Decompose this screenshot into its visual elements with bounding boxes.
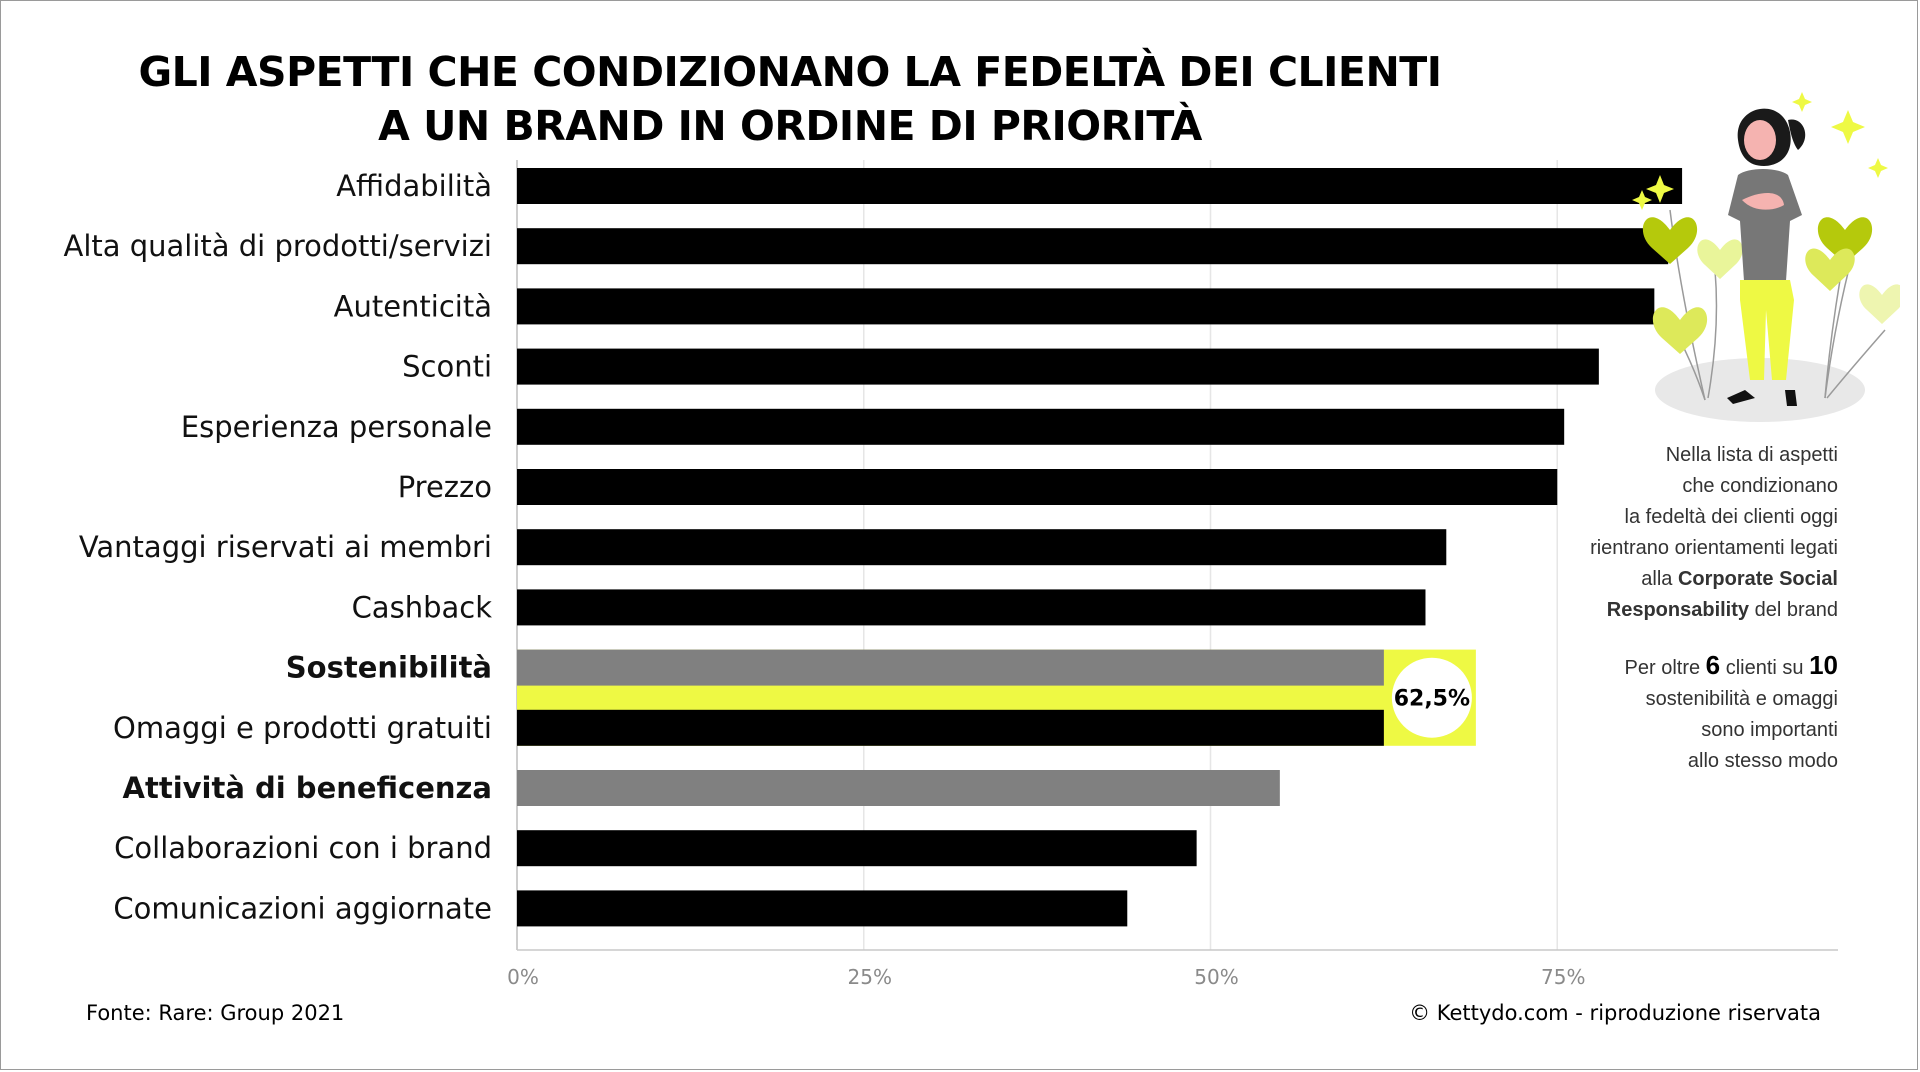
category-label: Omaggi e prodotti gratuiti bbox=[113, 711, 492, 745]
bar bbox=[517, 168, 1683, 204]
category-label: Sconti bbox=[402, 350, 492, 384]
category-label: Attività di beneficenza bbox=[123, 771, 492, 805]
chart-title-line2: A UN BRAND IN ORDINE DI PRIORITÀ bbox=[378, 102, 1202, 150]
x-tick-label: 75% bbox=[1541, 965, 1585, 989]
sidebar-stat-line1: Per oltre 6 clienti su 10 bbox=[1625, 650, 1838, 684]
x-tick-label: 50% bbox=[1194, 965, 1238, 989]
sidebar-note-line5-pre: alla bbox=[1641, 568, 1678, 590]
x-tick-label: 25% bbox=[848, 965, 892, 989]
sidebar-stat-line3: sono importanti bbox=[1701, 719, 1838, 741]
sidebar-stat-mid: clienti su bbox=[1720, 657, 1810, 679]
bar bbox=[517, 649, 1384, 686]
sidebar-stat-num1: 6 bbox=[1705, 650, 1721, 680]
category-label: Sostenibilità bbox=[286, 651, 492, 685]
sidebar-note-line4: rientrano orientamenti legati bbox=[1590, 537, 1838, 559]
category-label: Vantaggi riservati ai membri bbox=[79, 530, 492, 564]
sidebar-note-line6: Responsability del brand bbox=[1590, 595, 1838, 626]
category-label: Esperienza personale bbox=[181, 410, 492, 444]
sidebar-note-line6-bold: Responsability bbox=[1606, 599, 1750, 621]
category-label: Affidabilità bbox=[336, 169, 492, 203]
sidebar-stat-pre: Per oltre bbox=[1624, 657, 1706, 679]
woman-with-heart-balloons-illustration bbox=[1632, 92, 1900, 422]
callout-circle bbox=[1391, 657, 1472, 738]
bar bbox=[517, 469, 1558, 505]
chart-title-line1: GLI ASPETTI CHE CONDIZIONANO LA FEDELTÀ … bbox=[138, 48, 1442, 96]
source-note: Fonte: Rare: Group 2021 bbox=[86, 1001, 345, 1025]
sidebar-stat-num2: 10 bbox=[1809, 650, 1838, 680]
sidebar-note-line1: Nella lista di aspetti bbox=[1665, 444, 1838, 466]
bar bbox=[517, 408, 1565, 445]
bar bbox=[517, 830, 1197, 867]
sidebar-note: Nella lista di aspetti che condizionano … bbox=[1590, 440, 1838, 626]
category-label: Prezzo bbox=[398, 470, 492, 504]
sidebar-stat-line2: sostenibilità e omaggi bbox=[1645, 688, 1838, 710]
category-label: Collaborazioni con i brand bbox=[114, 831, 492, 865]
bar bbox=[517, 770, 1280, 806]
bar bbox=[517, 589, 1426, 626]
sidebar-note-line2: che condizionano bbox=[1682, 475, 1838, 497]
sidebar-stat: Per oltre 6 clienti su 10 sostenibilità … bbox=[1625, 650, 1838, 777]
sidebar-note-line6-post: del brand bbox=[1749, 599, 1838, 621]
bar bbox=[517, 709, 1384, 746]
callout-value-label: 62,5% bbox=[1394, 687, 1470, 712]
bar bbox=[517, 529, 1447, 566]
sidebar-note-line3: la fedeltà dei clienti oggi bbox=[1624, 506, 1838, 528]
bar bbox=[517, 348, 1599, 385]
bar bbox=[517, 890, 1128, 927]
category-label: Alta qualità di prodotti/servizi bbox=[63, 229, 492, 263]
sidebar-note-line5-bold: Corporate Social bbox=[1677, 568, 1838, 590]
category-label: Comunicazioni aggiornate bbox=[113, 891, 492, 925]
bar bbox=[517, 288, 1655, 325]
copyright-note: © Kettydo.com - riproduzione riservata bbox=[1409, 1001, 1821, 1025]
sidebar-stat-line4: allo stesso modo bbox=[1687, 750, 1838, 772]
category-label: Autenticità bbox=[334, 289, 492, 323]
category-label: Cashback bbox=[352, 590, 493, 624]
sidebar-note-line5: alla Corporate Social bbox=[1590, 564, 1838, 595]
x-tick-label: 0% bbox=[507, 965, 539, 989]
bar bbox=[517, 228, 1669, 265]
